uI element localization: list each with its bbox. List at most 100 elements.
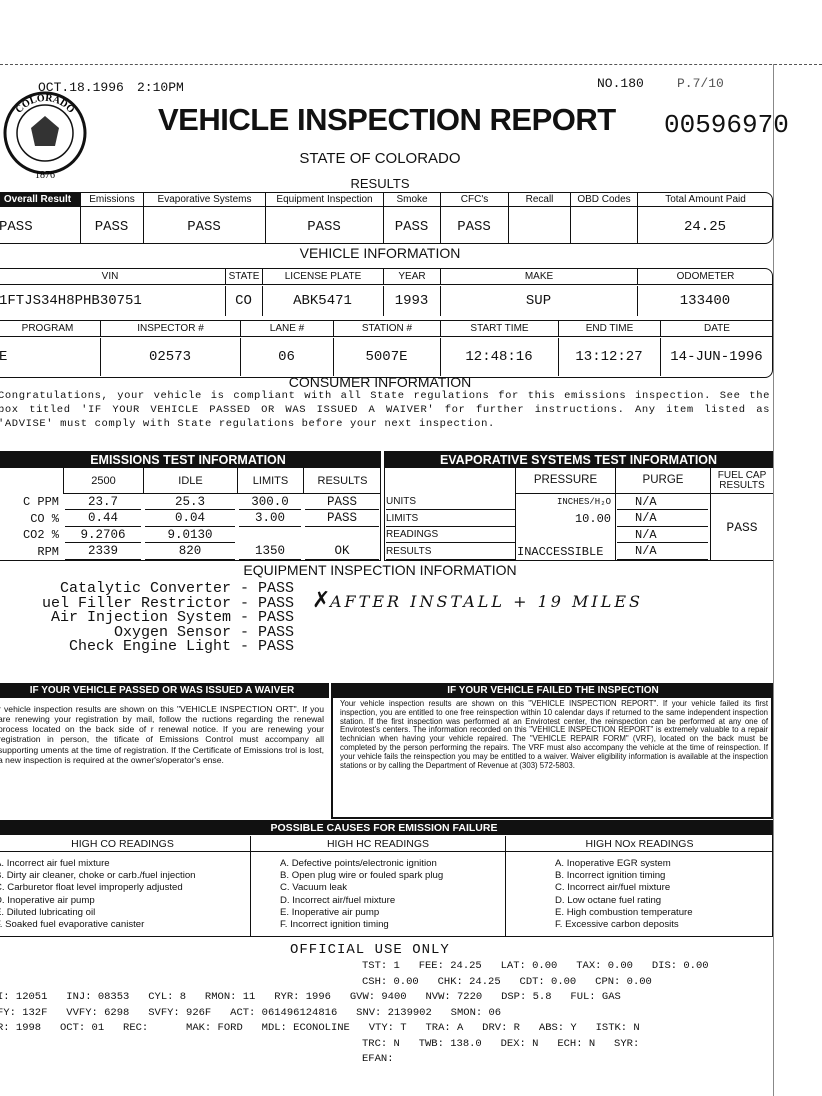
vehicle-divider bbox=[262, 286, 263, 316]
emissions-value: PASS bbox=[305, 494, 379, 510]
emissions-value: 9.0130 bbox=[145, 527, 235, 543]
vehicle-header: MAKE bbox=[440, 269, 637, 285]
results-divider bbox=[440, 207, 441, 244]
vehicle-header: LICENSE PLATE bbox=[262, 269, 383, 285]
vehicle-header: YEAR bbox=[383, 269, 440, 285]
results-header: OBD Codes bbox=[570, 192, 637, 207]
results-value: PASS bbox=[0, 219, 33, 235]
consumer-title: CONSUMER INFORMATION bbox=[288, 374, 472, 390]
results-frame bbox=[0, 192, 773, 244]
fax-edge bbox=[0, 64, 822, 65]
results-title: RESULTS bbox=[350, 176, 410, 191]
report-title: VEHICLE INSPECTION REPORT bbox=[158, 102, 616, 137]
emissions-value: 25.3 bbox=[145, 494, 235, 510]
causes-item: A. Incorrect air fuel mixture bbox=[0, 858, 110, 869]
results-header: Evaporative Systems bbox=[143, 192, 265, 207]
causes-item: B. Open plug wire or fouled spark plug bbox=[280, 870, 444, 882]
results-divider bbox=[80, 207, 81, 244]
vehicle-value: 133400 bbox=[679, 293, 731, 309]
causes-divider bbox=[250, 852, 251, 936]
vehicle-value: 02573 bbox=[148, 349, 191, 365]
vehicle-header: ODOMETER bbox=[637, 269, 773, 285]
emissions-value: 3.00 bbox=[239, 511, 301, 527]
evap-column-header: PRESSURE bbox=[515, 468, 615, 494]
causes-item: B. Dirty air cleaner, choke or carb./fue… bbox=[0, 870, 196, 882]
results-divider bbox=[383, 207, 384, 244]
causes-item: A. Defective points/electronic ignition bbox=[280, 858, 437, 869]
emissions-value: 1350 bbox=[239, 544, 301, 560]
fax-time: 2:10PM bbox=[137, 80, 184, 95]
evap-pressure: INCHES/H₂O bbox=[556, 497, 611, 507]
fuel-cap-result: PASS bbox=[710, 494, 773, 561]
official-line: R: 1998 OCT: 01 REC: MAK: FORD MDL: ECON… bbox=[0, 1022, 640, 1034]
results-divider bbox=[570, 207, 571, 244]
consumer-text: Congratulations, your vehicle is complia… bbox=[0, 390, 770, 431]
vehicle-divider bbox=[225, 286, 226, 316]
vehicle-value: ABK5471 bbox=[293, 293, 352, 309]
fax-number: NO.180 bbox=[597, 76, 644, 91]
emissions-value: 0.04 bbox=[145, 511, 235, 527]
evap-purge: N/A bbox=[617, 544, 708, 560]
page-edge bbox=[773, 64, 774, 1096]
evap-frame bbox=[384, 468, 773, 561]
evap-pressure: 10.00 bbox=[574, 511, 611, 526]
evap-row-label: UNITS bbox=[386, 494, 515, 510]
vehicle-value: 06 bbox=[278, 349, 295, 365]
vehicle-divider bbox=[333, 338, 334, 376]
handwritten-note: AFTER INSTALL + 19 MILES bbox=[330, 592, 644, 611]
emissions-value: 9.2706 bbox=[65, 527, 141, 543]
official-line: I: 12051 INJ: 08353 CYL: 8 RMON: 11 RYR:… bbox=[0, 991, 621, 1003]
causes-frame bbox=[0, 820, 773, 937]
waiver-passed-bar: IF YOUR VEHICLE PASSED OR WAS ISSUED A W… bbox=[0, 683, 329, 698]
emissions-column-header: RESULTS bbox=[303, 468, 381, 494]
vehicle-header: START TIME bbox=[440, 321, 558, 337]
results-value: PASS bbox=[307, 219, 341, 235]
emissions-row-label: CO2 % bbox=[22, 528, 59, 542]
equipment-item: Catalytic Converter - PASS bbox=[59, 580, 294, 597]
causes-item: C. Incorrect air/fuel mixture bbox=[555, 882, 671, 894]
results-divider bbox=[637, 207, 638, 244]
causes-item: B. Incorrect ignition timing bbox=[555, 870, 666, 882]
report-subtitle: STATE OF COLORADO bbox=[299, 150, 461, 167]
evap-column-header: PURGE bbox=[615, 468, 710, 494]
vehicle-divider bbox=[100, 338, 101, 376]
results-header: Emissions bbox=[80, 192, 143, 207]
emissions-value: 23.7 bbox=[65, 494, 141, 510]
emissions-value: 0.44 bbox=[65, 511, 141, 527]
results-header: Total Amount Paid bbox=[637, 192, 773, 207]
causes-item: F. Excessive carbon deposits bbox=[555, 919, 679, 930]
fax-page: P.7/10 bbox=[677, 76, 724, 91]
vehicle-title: VEHICLE INFORMATION bbox=[299, 245, 461, 261]
evap-purge: N/A bbox=[617, 527, 708, 543]
causes-divider bbox=[505, 852, 506, 936]
vehicle-value: E bbox=[0, 349, 8, 365]
causes-bar: POSSIBLE CAUSES FOR EMISSION FAILURE bbox=[0, 820, 773, 835]
official-line: TRC: N TWB: 138.0 DEX: N ECH: N SYR: bbox=[362, 1037, 640, 1050]
vehicle-value: 12:48:16 bbox=[465, 349, 533, 365]
seal-year: 1876 bbox=[35, 170, 55, 181]
results-divider bbox=[265, 207, 266, 244]
evap-divider bbox=[615, 494, 616, 561]
vehicle-value: 14-JUN-1996 bbox=[670, 349, 763, 365]
causes-heading: HIGH NOx READINGS bbox=[505, 836, 773, 852]
results-header: Smoke bbox=[383, 192, 440, 207]
vehicle-row-divider bbox=[0, 320, 773, 321]
official-line: TST: 1 FEE: 24.25 LAT: 0.00 TAX: 0.00 DI… bbox=[362, 960, 709, 972]
equipment-title: EQUIPMENT INSPECTION INFORMATION bbox=[243, 562, 517, 578]
waiver-passed-text: r vehicle inspection results are shown o… bbox=[0, 704, 324, 765]
vehicle-header: STATE bbox=[225, 269, 262, 285]
vehicle-header: INSPECTOR # bbox=[100, 321, 240, 337]
waiver-failed-bar: IF YOUR VEHICLE FAILED THE INSPECTION bbox=[333, 683, 773, 698]
evap-purge: N/A bbox=[617, 494, 708, 510]
emissions-column-header: IDLE bbox=[143, 468, 237, 494]
vehicle-value: SUP bbox=[525, 293, 552, 309]
emissions-value: 820 bbox=[145, 544, 235, 560]
causes-item: E. Diluted lubricating oil bbox=[0, 906, 96, 918]
evap-bar: EVAPORATIVE SYSTEMS TEST INFORMATION bbox=[384, 451, 773, 468]
vehicle-divider bbox=[637, 286, 638, 316]
causes-item: F. Incorrect ignition timing bbox=[280, 919, 389, 930]
evap-row-label: READINGS bbox=[386, 527, 515, 543]
results-value: PASS bbox=[394, 219, 429, 235]
